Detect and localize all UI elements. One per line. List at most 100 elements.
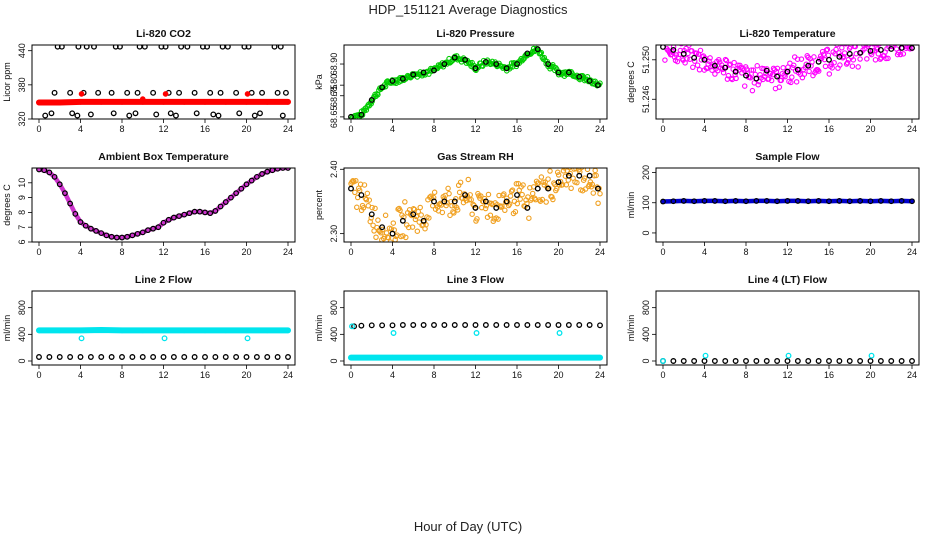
- panel-frame: [31, 44, 296, 120]
- data-point: [222, 199, 229, 205]
- band-point: [798, 56, 805, 62]
- band-point: [778, 77, 785, 84]
- band-point: [542, 179, 548, 185]
- panel-frame: [655, 44, 920, 120]
- data-point: [701, 56, 708, 63]
- band-point: [445, 185, 451, 192]
- data-point: [285, 327, 291, 334]
- band-point: [683, 45, 689, 52]
- band-point: [560, 168, 567, 174]
- data-point: [576, 322, 583, 328]
- plot-area: [348, 322, 603, 361]
- data-point: [351, 323, 358, 330]
- series-co2-outlier-high: [54, 45, 284, 50]
- data-point: [217, 89, 224, 96]
- band-point: [369, 204, 375, 211]
- data-point: [441, 198, 448, 205]
- band-point: [538, 174, 545, 180]
- data-point: [358, 111, 365, 118]
- y-tick-label: 320: [17, 111, 27, 126]
- band-point: [553, 185, 560, 192]
- data-point: [368, 354, 375, 361]
- band-point: [857, 56, 863, 62]
- plot-area: [36, 168, 291, 241]
- data-point: [87, 111, 94, 118]
- band-point: [897, 51, 904, 58]
- data-point: [113, 234, 120, 241]
- band-point: [485, 191, 492, 198]
- band-point: [844, 60, 851, 66]
- band-point: [694, 62, 701, 68]
- band-point: [502, 207, 508, 214]
- panel-title: Li-820 Temperature: [739, 28, 835, 40]
- data-point: [285, 354, 291, 360]
- band-point: [889, 39, 893, 43]
- band-point: [843, 45, 849, 47]
- data-point: [243, 99, 250, 105]
- data-point: [722, 198, 729, 205]
- data-point: [368, 211, 375, 218]
- band-point: [597, 190, 603, 197]
- x-tick-label: 16: [512, 247, 522, 257]
- data-point: [431, 322, 437, 328]
- data-point: [743, 72, 749, 79]
- data-point: [212, 354, 219, 360]
- data-point: [909, 198, 915, 205]
- data-point: [826, 198, 832, 205]
- band-point: [828, 61, 834, 68]
- data-point: [348, 113, 354, 119]
- x-tick-label: 24: [907, 124, 917, 134]
- data-point: [514, 354, 520, 361]
- x-tick-label: 20: [553, 370, 563, 380]
- band-point: [850, 57, 857, 63]
- y-tick-label: 51.250: [641, 46, 651, 74]
- x-tick-label: 12: [158, 370, 168, 380]
- y-tick-label: 68.65: [329, 106, 339, 129]
- band-point: [725, 72, 732, 79]
- data-point: [753, 358, 760, 364]
- band-point: [446, 190, 452, 197]
- data-point: [462, 192, 469, 198]
- data-point: [212, 208, 219, 214]
- data-point: [472, 322, 479, 328]
- data-point: [722, 64, 729, 71]
- band-point: [454, 207, 461, 213]
- data-point: [846, 50, 853, 57]
- x-tick-label: 4: [78, 247, 83, 257]
- band-point: [561, 168, 568, 171]
- panel-frame: [31, 167, 296, 243]
- band-point: [417, 204, 423, 211]
- y-tick-label: 0: [641, 358, 651, 363]
- data-point: [274, 354, 281, 360]
- data-point: [368, 322, 375, 329]
- data-point: [909, 45, 915, 51]
- band-point: [414, 228, 421, 234]
- data-point: [165, 216, 172, 223]
- data-point: [98, 99, 105, 105]
- data-point: [753, 198, 760, 204]
- data-point: [172, 112, 179, 119]
- band-point: [855, 64, 861, 70]
- band-point: [875, 51, 882, 57]
- data-point: [75, 45, 82, 50]
- data-point: [784, 68, 791, 75]
- panel-0: Li-820 CO2 Licor ppm 0 4 8 12 16 20 24 320 380 440: [2, 28, 296, 134]
- x-tick-label: 8: [119, 370, 124, 380]
- band-point: [449, 203, 455, 209]
- data-point: [191, 89, 198, 96]
- data-point: [594, 185, 601, 192]
- x-tick-label: 0: [660, 247, 665, 257]
- data-point: [586, 77, 593, 84]
- data-point: [701, 358, 708, 364]
- band-point: [811, 54, 817, 60]
- data-point: [119, 354, 125, 360]
- data-point: [98, 327, 105, 333]
- band-point: [568, 185, 574, 192]
- panel-ylabel: ml/min: [626, 192, 636, 219]
- data-point: [160, 354, 167, 360]
- y-tick-label: 2.40: [329, 161, 339, 179]
- band-point: [501, 191, 507, 197]
- panel-title: Sample Flow: [755, 151, 820, 163]
- data-point: [78, 91, 85, 97]
- band-point: [415, 208, 422, 215]
